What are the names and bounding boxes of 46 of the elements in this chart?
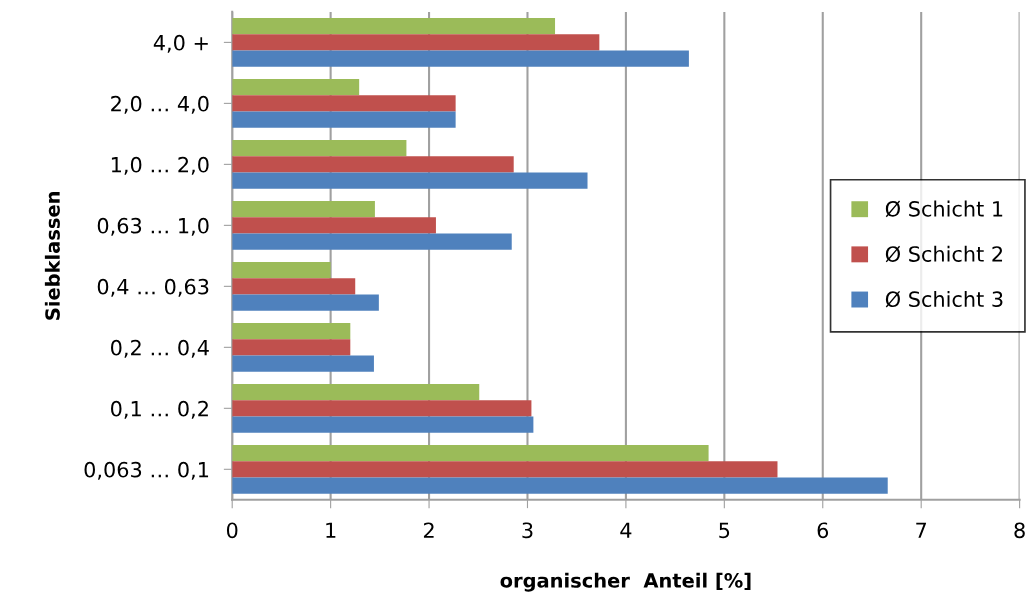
x-axis-title: organischer Anteil [%] [500,572,751,592]
bar [232,294,379,311]
bar [232,400,532,417]
x-tick-label: 6 [817,522,829,539]
y-tick-label: 4,0 + [153,34,208,53]
bar [232,95,456,112]
x-tick-label: 4 [620,522,632,538]
y-tick-label: 0,4 … 0,63 [97,278,209,297]
bar [232,34,600,51]
bar [232,444,709,462]
legend-label: Ø Schicht 3 [885,290,1003,308]
x-tick-label: 8 [1014,522,1025,539]
bar [232,416,534,433]
bar [232,233,512,250]
bar [232,461,778,478]
bar [232,18,556,35]
x-tick-label: 3 [522,522,533,539]
x-tick-label: 7 [916,522,927,538]
y-tick-label: 2,0 … 4,0 [111,95,209,114]
y-tick-label: 0,2 … 0,4 [111,339,209,358]
bar [232,278,356,295]
bar [232,200,375,218]
bar [232,477,888,494]
bar [232,355,374,372]
y-tick-label: 1,0 … 2,0 [111,156,209,175]
bar [232,78,360,96]
bar [232,172,588,189]
x-tick-label: 2 [423,522,434,538]
y-tick-label: 0,63 … 1,0 [97,217,209,236]
bar [232,111,456,128]
bar [232,339,351,356]
x-tick-label: 5 [719,522,730,539]
legend-label: Ø Schicht 1 [885,200,1003,218]
x-tick-label: 0 [226,522,238,539]
bar [232,217,436,234]
x-tick-label: 1 [326,522,336,538]
y-axis-title: Siebklassen [44,192,60,320]
bar [232,322,351,340]
y-tick-label: 0,1 … 0,2 [111,400,208,419]
bar [232,139,407,157]
bar [232,383,480,401]
legend-label: Ø Schicht 2 [885,245,1003,263]
bar [232,156,514,173]
bar [232,50,689,67]
y-tick-label: 0,063 … 0,1 [84,461,209,480]
bar [232,261,331,279]
